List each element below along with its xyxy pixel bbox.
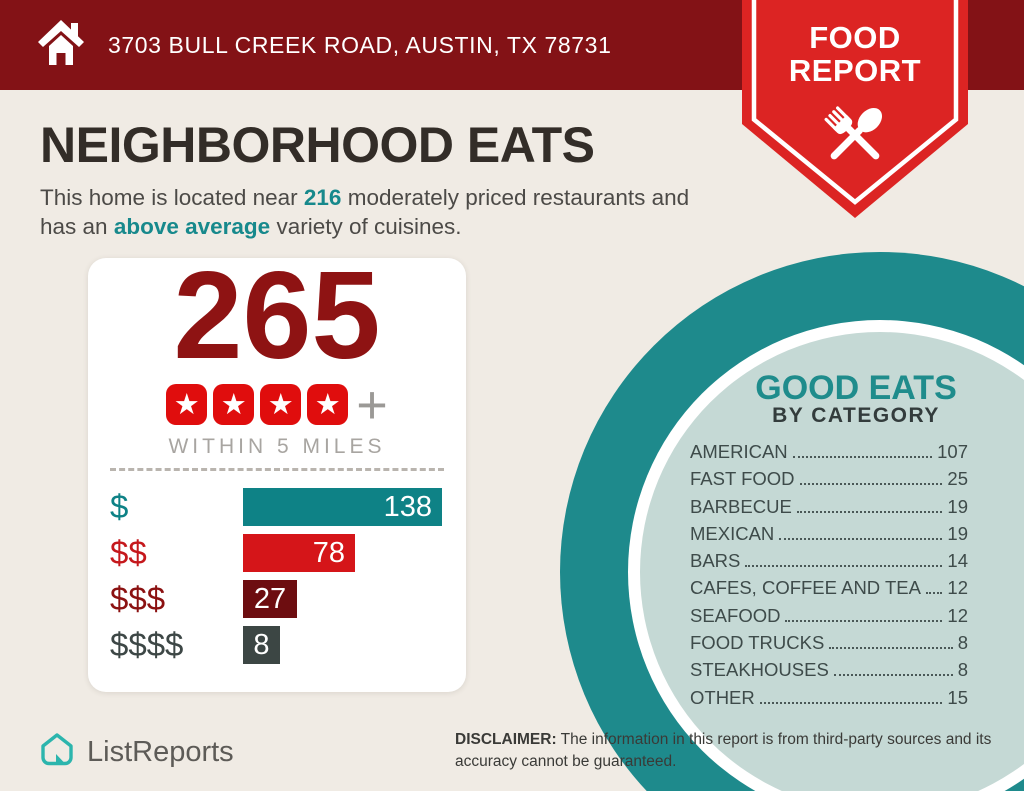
category-count: 14 (947, 550, 968, 572)
price-tier-value: 138 (383, 490, 432, 523)
dotted-leader (799, 483, 943, 486)
dotted-leader (833, 674, 953, 677)
price-tier-value: 78 (312, 536, 345, 569)
bar-row: $$ 78 (110, 534, 442, 572)
category-name: CAFES, COFFEE AND TEA (690, 577, 921, 599)
good-eats-circle-fill (640, 332, 1024, 791)
star-icon: ★ (307, 384, 349, 425)
price-tier-bar: 78 (243, 534, 355, 572)
good-eats-title: GOOD EATS (755, 369, 957, 407)
listreports-wordmark: ListReports (87, 736, 234, 768)
category-count: 12 (947, 577, 968, 599)
radius-label: WITHIN 5 MILES (168, 435, 386, 458)
price-bars: $138 $$ 78 $$$ 27 $$$$ 8 (110, 488, 442, 672)
dotted-leader (779, 537, 943, 540)
star-icon: ★ (166, 384, 208, 425)
price-tier-bar: 8 (243, 626, 280, 664)
disclaimer-text: The information in this report is from t… (455, 731, 992, 770)
dotted-leader (792, 456, 933, 458)
category-name: BARBECUE (690, 495, 792, 517)
property-address: 3703 BULL CREEK ROAD, AUSTIN, TX 78731 (108, 31, 612, 58)
dotted-leader (925, 592, 943, 595)
price-tier-bar: 138 (243, 488, 442, 526)
category-name: SEAFOOD (690, 604, 781, 626)
category-count: 12 (947, 604, 968, 626)
category-row: BARBECUE 19 (690, 496, 968, 523)
price-tier-label: $$$ (110, 580, 166, 617)
bar-row: $138 (110, 488, 442, 526)
dotted-leader (796, 510, 943, 513)
intro-text-part3: variety of cuisines. (276, 213, 462, 239)
spoon-fork-icon (815, 94, 895, 179)
category-count: 19 (947, 522, 968, 544)
intro-text-part1: This home is located near (40, 185, 298, 210)
ribbon-shape (742, 0, 968, 218)
category-name: BARS (690, 550, 741, 572)
plus-sign: + (356, 374, 388, 435)
category-name: STEAKHOUSES (690, 659, 829, 681)
category-row: SEAFOOD 12 (690, 605, 968, 632)
category-row: MEXICAN 19 (690, 523, 968, 550)
disclaimer-label: DISCLAIMER: (455, 731, 557, 748)
price-tier-value: 8 (253, 628, 270, 661)
food-report-ribbon: FOOD REPORT (742, 0, 968, 218)
category-count: 8 (957, 632, 968, 654)
price-tier-label: $ (110, 488, 129, 525)
good-eats-subtitle: BY CATEGORY (772, 404, 940, 427)
home-icon (36, 19, 86, 71)
price-tier-label: $$$$ (110, 626, 184, 663)
category-row: FAST FOOD 25 (690, 468, 968, 495)
bar-row: $$$$ 8 (110, 626, 442, 664)
category-count: 25 (947, 468, 968, 490)
category-row: FOOD TRUCKS 8 (690, 632, 968, 659)
bar-row: $$$ 27 (110, 580, 442, 618)
category-name: FOOD TRUCKS (690, 632, 825, 654)
total-restaurants: 265 (173, 247, 381, 385)
category-name: FAST FOOD (690, 468, 795, 490)
category-name: AMERICAN (690, 441, 788, 462)
category-row: OTHER 15 (690, 687, 968, 714)
ribbon-title-line2: REPORT (788, 53, 922, 89)
star-icon: ★ (213, 384, 255, 425)
ribbon-title: FOOD REPORT (742, 21, 968, 87)
dotted-leader (759, 701, 943, 704)
category-row: STEAKHOUSES 8 (690, 659, 968, 686)
star-tiles: ★ ★ ★ ★ (166, 384, 349, 425)
category-list: AMERICAN 107 FAST FOOD 25 BARBECUE 19 MEXICAN 1… (690, 441, 968, 714)
dashed-divider (110, 468, 444, 471)
disclaimer: DISCLAIMER: The information in this repo… (455, 729, 995, 772)
price-tier-bar: 27 (243, 580, 297, 618)
dotted-leader (829, 647, 953, 650)
dotted-leader (785, 619, 943, 622)
category-count: 8 (957, 659, 968, 681)
dotted-leader (745, 565, 943, 568)
intro-text-part2: moderately priced restaurants and has an (40, 185, 690, 239)
category-name: OTHER (690, 686, 755, 708)
rating-row: ★ ★ ★ ★ + (88, 374, 466, 435)
restaurant-count-card: 265 ★ ★ ★ ★ + WITHIN 5 MILES $138 $$ 78 $$$ 27 $… (88, 254, 466, 692)
variety-highlight: above average (113, 213, 271, 239)
category-row: AMERICAN 107 (690, 441, 968, 468)
category-row: BARS 14 (690, 550, 968, 577)
page-title: NEIGHBORHOOD EATS (40, 117, 595, 173)
star-icon: ★ (260, 384, 302, 425)
category-count: 15 (947, 686, 968, 708)
price-tier-value: 27 (253, 582, 287, 615)
category-row: CAFES, COFFEE AND TEA 12 (690, 577, 968, 604)
price-tier-label: $$ (110, 534, 147, 571)
category-count: 19 (947, 495, 968, 517)
ribbon-title-line1: FOOD (809, 20, 901, 55)
listreports-house-icon (36, 729, 78, 776)
category-name: MEXICAN (690, 522, 775, 544)
category-count: 107 (937, 441, 968, 462)
intro-text: This home is located near 216 moderately… (40, 184, 705, 241)
restaurant-count-highlight: 216 (303, 185, 342, 210)
listreports-logo: ListReports (36, 729, 234, 776)
